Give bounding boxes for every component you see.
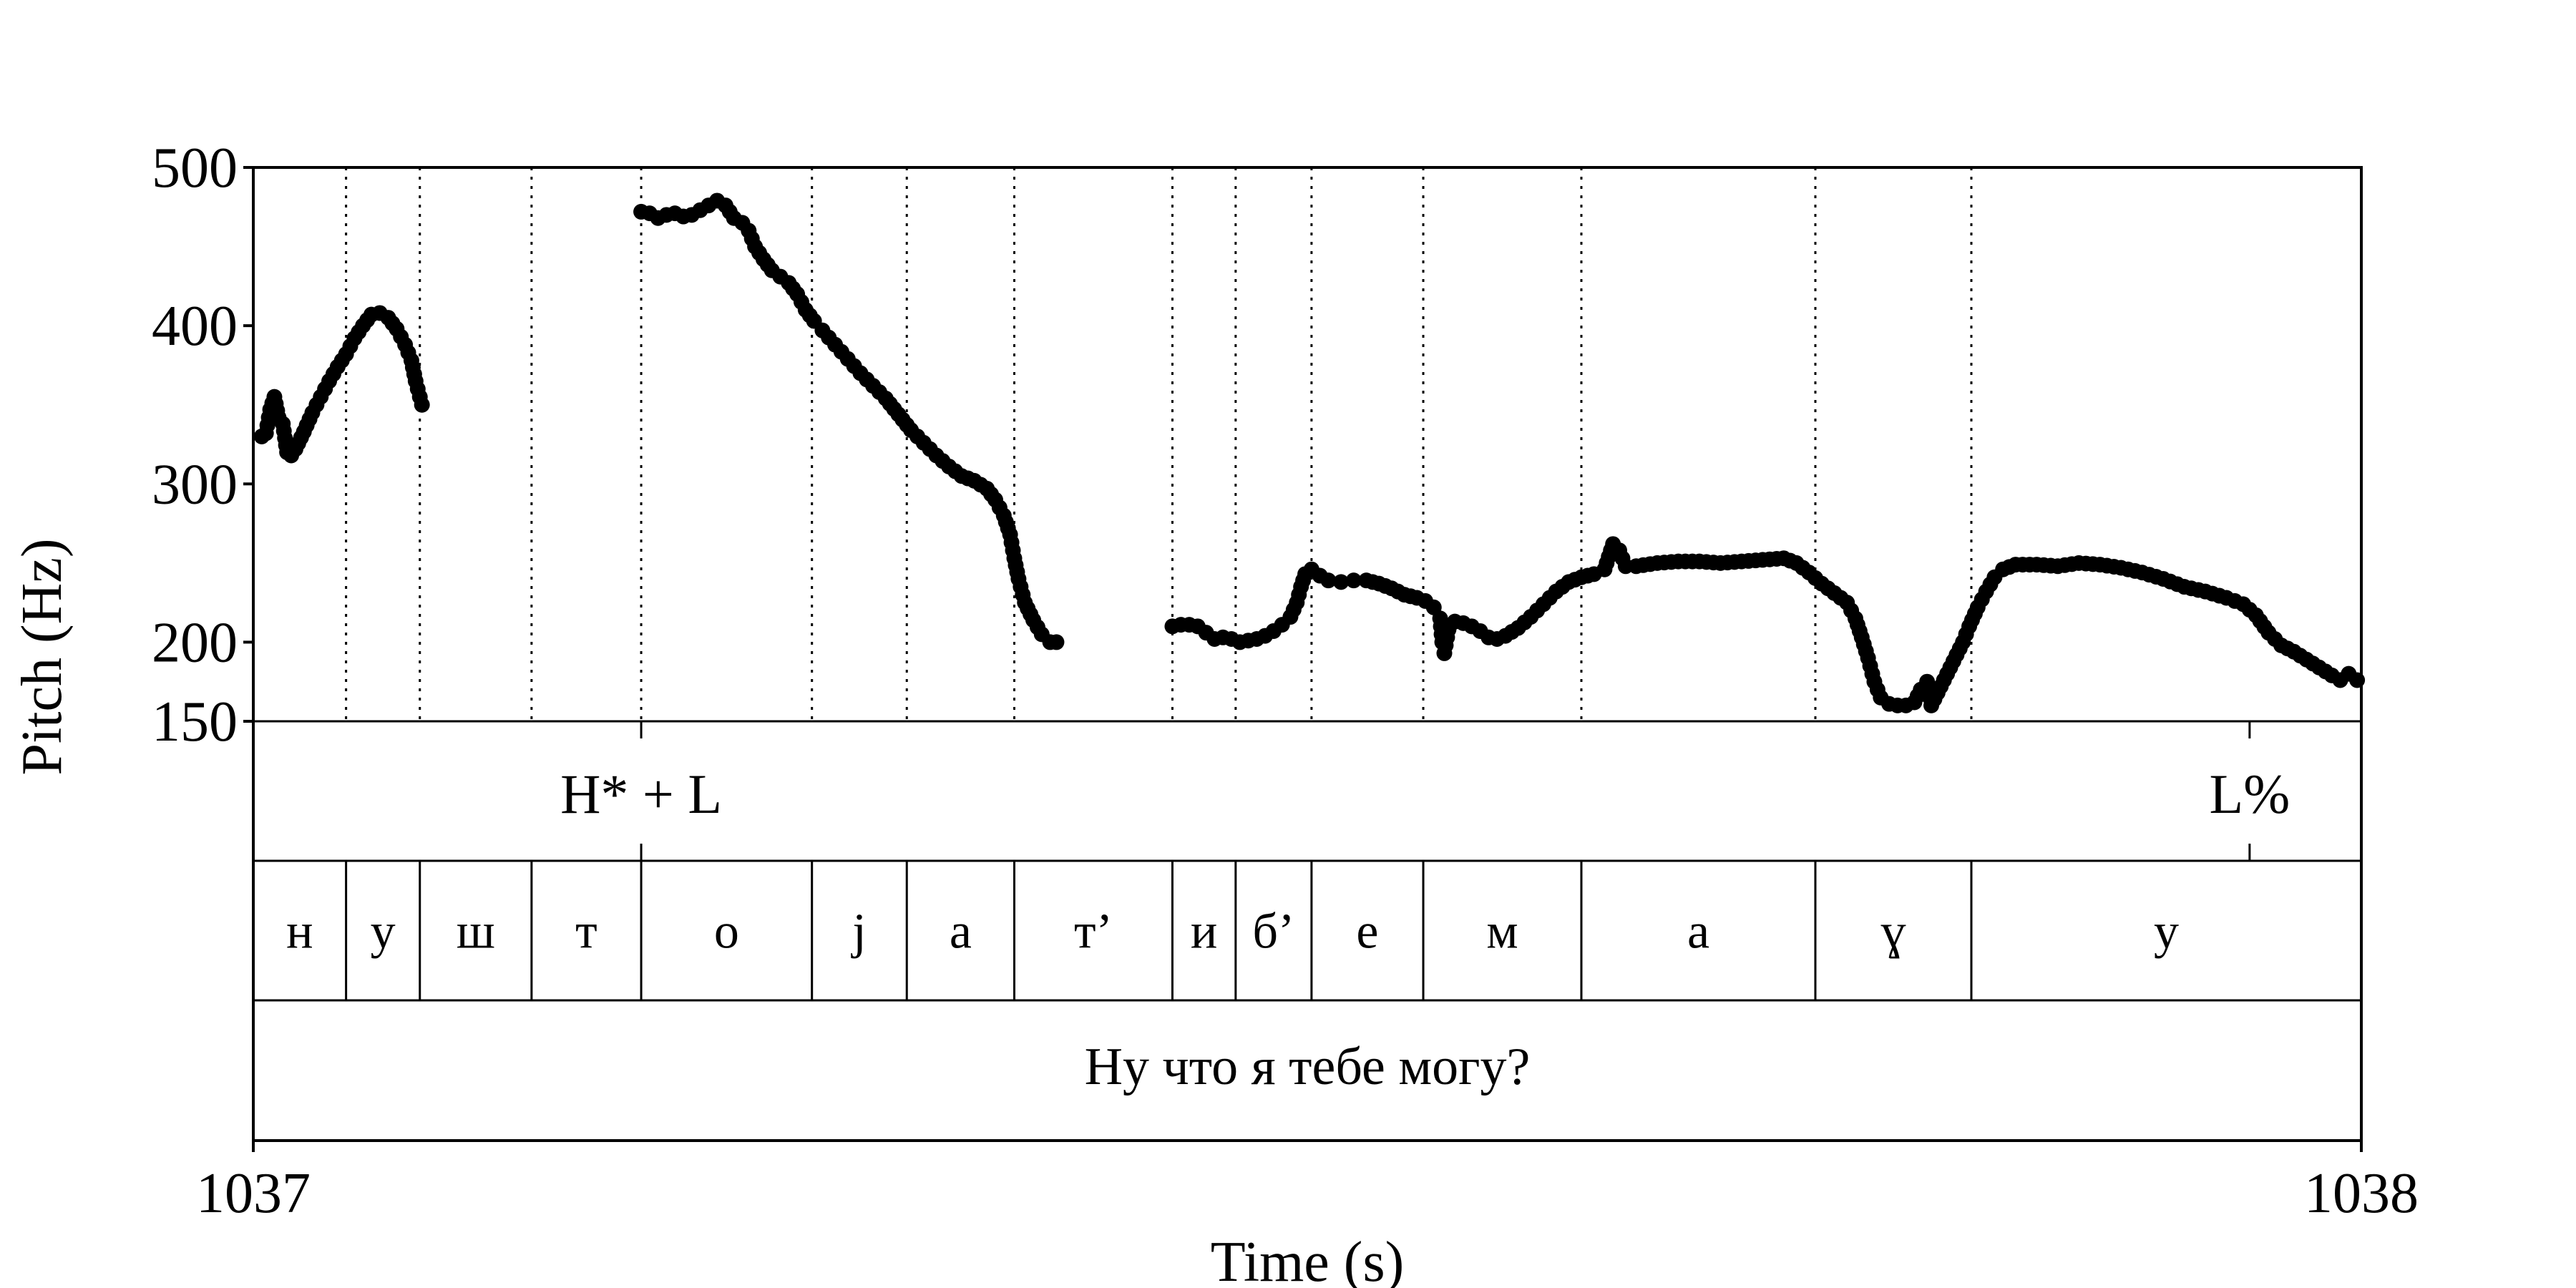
pitch-point — [414, 396, 430, 413]
pitch-point — [1333, 574, 1350, 590]
y-tick-label-400: 400 — [152, 295, 238, 358]
y-tick-label-500: 500 — [152, 137, 238, 200]
y-axis-title: Pitch (Hz) — [11, 538, 74, 775]
tone-tier: H* + L L% — [560, 721, 2290, 861]
x-tick-label-1037: 1037 — [196, 1162, 311, 1225]
segment-label: у — [2154, 904, 2179, 960]
sentence-label: Ну что я тебе могу? — [1085, 1038, 1531, 1096]
segment-label: о — [714, 904, 739, 960]
segment-label: н — [286, 904, 313, 960]
segment-label: е — [1356, 904, 1378, 960]
segment-label: м — [1486, 904, 1518, 960]
pitch-point — [1320, 572, 1337, 589]
pitch-points — [253, 192, 2366, 713]
plot-frame — [252, 166, 2363, 1142]
segment-label: ɣ — [1880, 904, 1906, 960]
segment-label: j — [850, 904, 866, 960]
segment-label: т’ — [1074, 904, 1113, 960]
y-axis: 500 400 300 200 150 — [152, 137, 253, 753]
x-axis: 1037 1038 — [196, 1141, 2419, 1225]
y-tick-label-300: 300 — [152, 453, 238, 516]
segment-label: а — [950, 904, 972, 960]
x-axis-title: Time (s) — [1211, 1231, 1404, 1288]
tone-label-1: L% — [2210, 763, 2290, 825]
segment-label: и — [1191, 904, 1217, 960]
segment-label: б’ — [1252, 904, 1294, 960]
segment-label: т — [575, 904, 597, 960]
y-tick-label-150: 150 — [152, 691, 238, 753]
pitch-point — [1048, 634, 1065, 650]
pitch-point — [1345, 572, 1362, 589]
segment-label: ш — [457, 904, 495, 960]
segment-label: у — [371, 904, 396, 960]
x-tick-label-1038: 1038 — [2304, 1162, 2419, 1225]
tone-label-0: H* + L — [560, 763, 722, 825]
segment-label: а — [1687, 904, 1709, 960]
y-tick-label-200: 200 — [152, 611, 238, 674]
segment-tier: н у ш т о j а т’ и б’ е м а ɣ у — [286, 861, 2179, 1000]
